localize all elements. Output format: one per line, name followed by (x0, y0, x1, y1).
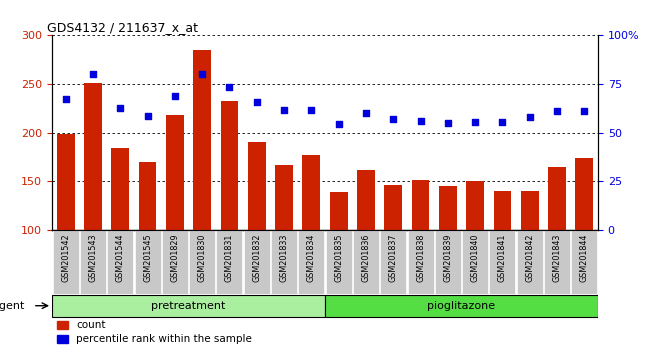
Bar (517, 230, 543, 294)
Bar (111, 148, 129, 230)
Bar (57, 134, 75, 230)
Text: GSM201840: GSM201840 (471, 233, 480, 282)
Bar (193, 50, 211, 230)
Bar (244, 230, 270, 294)
Point (552, 108, 562, 114)
Bar (248, 142, 266, 230)
Bar (162, 230, 188, 294)
Text: GDS4132 / 211637_x_at: GDS4132 / 211637_x_at (47, 21, 198, 34)
Text: pretreatment: pretreatment (151, 301, 226, 311)
Bar (53, 230, 79, 294)
Point (197, 72, 207, 77)
Point (388, 116, 398, 122)
Bar (575, 158, 593, 230)
Bar (439, 186, 457, 230)
Text: GSM201544: GSM201544 (116, 233, 125, 282)
Point (170, 93, 180, 98)
Text: agent: agent (0, 301, 25, 311)
Text: GSM201833: GSM201833 (280, 233, 289, 282)
Point (470, 119, 480, 125)
Bar (462, 230, 488, 294)
Point (142, 113, 153, 119)
Point (224, 84, 235, 90)
Point (361, 110, 371, 116)
Bar (353, 230, 379, 294)
Bar (166, 115, 184, 230)
Bar (220, 101, 239, 230)
Bar (548, 167, 566, 230)
Text: GSM201543: GSM201543 (88, 233, 98, 282)
Text: pioglitazone: pioglitazone (428, 301, 495, 311)
Bar (325, 295, 598, 318)
Bar (298, 230, 324, 294)
Text: GSM201844: GSM201844 (580, 233, 589, 282)
Point (60, 96, 71, 102)
Text: GSM201841: GSM201841 (498, 233, 507, 282)
Text: GSM201836: GSM201836 (361, 233, 370, 282)
Text: GSM201842: GSM201842 (525, 233, 534, 282)
Text: GSM201838: GSM201838 (416, 233, 425, 282)
Bar (330, 192, 348, 230)
Bar (326, 230, 352, 294)
Point (306, 108, 317, 113)
Bar (466, 181, 484, 230)
Point (252, 99, 262, 104)
Bar (357, 170, 375, 230)
Bar (435, 230, 461, 294)
Text: GSM201834: GSM201834 (307, 233, 316, 282)
Bar (408, 230, 434, 294)
Point (415, 118, 426, 124)
Bar (544, 230, 570, 294)
Text: GSM201843: GSM201843 (552, 233, 562, 282)
Point (525, 114, 535, 120)
Point (443, 120, 453, 126)
Text: GSM201839: GSM201839 (443, 233, 452, 282)
Text: GSM201545: GSM201545 (143, 233, 152, 282)
Bar (571, 230, 597, 294)
Bar (275, 165, 293, 230)
Bar (380, 230, 406, 294)
Point (279, 108, 289, 113)
Text: GSM201831: GSM201831 (225, 233, 234, 282)
Point (497, 119, 508, 125)
Bar (384, 185, 402, 230)
Bar (489, 230, 515, 294)
Bar (107, 230, 133, 294)
Text: GSM201829: GSM201829 (170, 233, 179, 282)
Bar (411, 181, 430, 230)
Text: GSM201837: GSM201837 (389, 233, 398, 282)
Text: GSM201542: GSM201542 (61, 233, 70, 282)
Bar (493, 191, 512, 230)
Point (88, 72, 98, 77)
Bar (216, 230, 242, 294)
Bar (302, 155, 320, 230)
Bar (52, 295, 325, 318)
Point (333, 121, 344, 127)
Bar (138, 162, 157, 230)
Bar (135, 230, 161, 294)
Text: GSM201830: GSM201830 (198, 233, 207, 282)
Bar (80, 230, 106, 294)
Text: GSM201835: GSM201835 (334, 233, 343, 282)
Legend: count, percentile rank within the sample: count, percentile rank within the sample (57, 320, 252, 344)
Bar (271, 230, 297, 294)
Point (115, 105, 125, 111)
Text: GSM201832: GSM201832 (252, 233, 261, 282)
Point (579, 108, 590, 114)
Bar (84, 83, 102, 230)
Bar (521, 191, 539, 230)
Bar (189, 230, 215, 294)
